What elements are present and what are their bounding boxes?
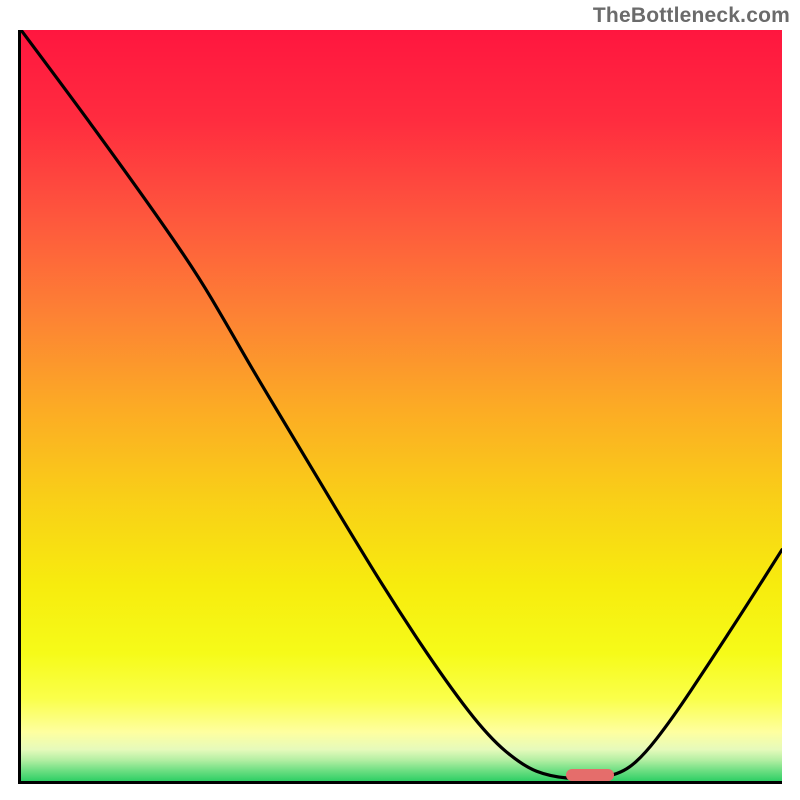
watermark-label: TheBottleneck.com <box>593 4 790 28</box>
optimal-marker <box>566 769 613 780</box>
bottleneck-chart: TheBottleneck.com <box>0 0 800 800</box>
plot-area <box>18 30 782 784</box>
curve-line <box>21 30 782 781</box>
